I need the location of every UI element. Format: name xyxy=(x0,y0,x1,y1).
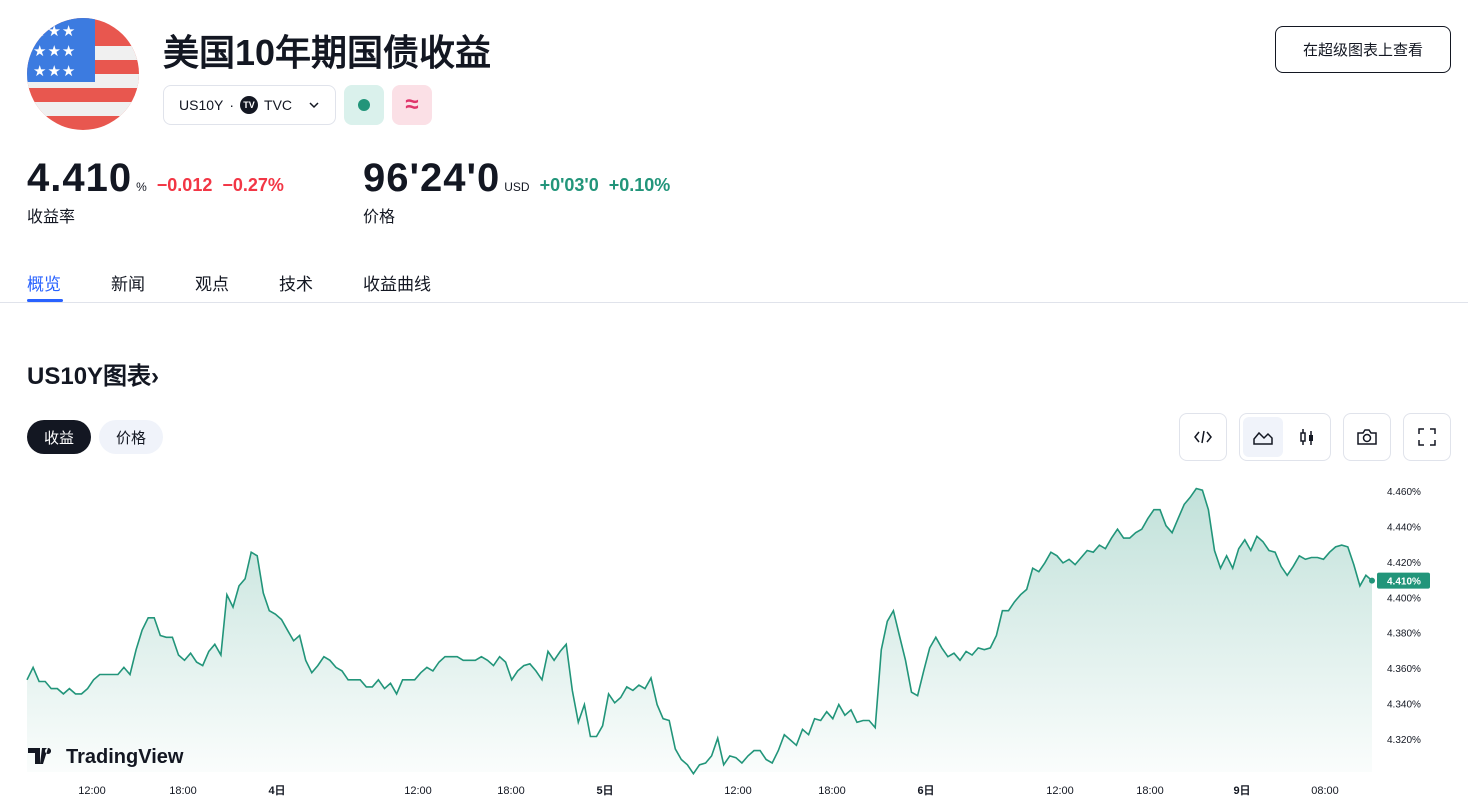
x-tick-label: 12:00 xyxy=(78,785,106,797)
yield-value: 4.410 xyxy=(27,156,133,200)
yield-unit: % xyxy=(136,180,147,194)
tradingview-logo-icon xyxy=(28,748,52,764)
chart-section-title[interactable]: US10Y图表› xyxy=(27,356,159,391)
exchange-logo-icon: TV xyxy=(240,96,259,114)
price-unit: USD xyxy=(504,180,530,194)
approx-icon: ≈ xyxy=(405,91,419,118)
symbol-label: US10Y xyxy=(179,97,224,113)
yield-chart[interactable]: 4.460% 4.440% 4.420% 4.400% 4.380% 4.360% 4.34… xyxy=(0,470,1468,809)
chevron-down-icon xyxy=(309,102,319,109)
tab-technicals[interactable]: 技术 xyxy=(279,275,313,294)
y-tick-label: 4.420% xyxy=(1387,558,1421,569)
candles-button[interactable] xyxy=(1287,417,1327,457)
tab-yield-curve[interactable]: 收益曲线 xyxy=(363,275,431,294)
camera-icon xyxy=(1357,429,1377,445)
watermark-text: TradingView xyxy=(66,746,184,768)
area-fill xyxy=(27,488,1372,774)
tab-news[interactable]: 新闻 xyxy=(111,275,145,294)
candles-icon xyxy=(1300,429,1313,445)
y-tick-label: 4.380% xyxy=(1387,629,1421,640)
chart-type-group xyxy=(1239,413,1331,461)
price-quote: 96'24'0 USD +0'03'0 +0.10% 价格 xyxy=(363,156,670,227)
tab-ideas[interactable]: 观点 xyxy=(195,275,229,294)
area-chart-button[interactable] xyxy=(1243,417,1283,457)
us-flag-icon: ★★★ ★★★ ★★★ xyxy=(27,18,139,130)
tab-overview[interactable]: 概览 xyxy=(27,275,61,294)
yield-change: −0.012 xyxy=(156,175,213,195)
open-supercharts-button[interactable]: 在超级图表上查看 xyxy=(1275,26,1451,73)
price-toggle[interactable]: 价格 xyxy=(99,420,163,454)
x-tick-label: 12:00 xyxy=(404,785,432,797)
yield-change-pct: −0.27% xyxy=(222,175,284,195)
price-value: 96'24'0 xyxy=(363,156,501,200)
embed-button[interactable] xyxy=(1179,413,1227,461)
yield-quote: 4.410 % −0.012 −0.27% 收益率 xyxy=(27,156,284,227)
x-tick-label: 08:00 xyxy=(1311,785,1339,797)
y-tick-label: 4.360% xyxy=(1387,664,1421,675)
price-change-pct: +0.10% xyxy=(608,175,671,195)
dot-icon xyxy=(358,99,370,111)
fullscreen-icon xyxy=(1418,428,1436,446)
x-tick-label: 18:00 xyxy=(497,785,525,797)
last-value-label: 4.410% xyxy=(1387,577,1421,588)
x-tick-label: 18:00 xyxy=(1136,785,1164,797)
delayed-data-badge[interactable]: ≈ xyxy=(392,85,432,125)
price-change: +0'03'0 xyxy=(539,175,599,195)
x-tick-label: 12:00 xyxy=(724,785,752,797)
x-tick-label: 18:00 xyxy=(818,785,846,797)
y-tick-label: 4.400% xyxy=(1387,593,1421,604)
exchange-label: TVC xyxy=(264,97,293,113)
active-tab-indicator xyxy=(27,299,63,302)
tradingview-watermark[interactable]: TradingView xyxy=(28,746,184,768)
x-tick-label: 4日 xyxy=(268,784,285,797)
chart-title-text: US10Y图表 xyxy=(27,363,152,390)
y-tick-label: 4.460% xyxy=(1387,487,1421,498)
x-tick-label: 18:00 xyxy=(169,785,197,797)
y-tick-label: 4.320% xyxy=(1387,735,1421,746)
price-label: 价格 xyxy=(363,209,396,226)
last-point xyxy=(1369,577,1375,584)
snapshot-button[interactable] xyxy=(1343,413,1391,461)
yield-toggle[interactable]: 收益 xyxy=(27,420,91,454)
last-value-tag xyxy=(1377,572,1430,589)
chevron-right-icon: › xyxy=(151,363,160,390)
yield-label: 收益率 xyxy=(27,209,76,226)
yield-line xyxy=(26,487,1373,776)
y-tick-label: 4.340% xyxy=(1387,700,1421,711)
x-tick-label: 12:00 xyxy=(1046,785,1074,797)
divider xyxy=(0,302,1468,303)
x-tick-label: 6日 xyxy=(917,784,934,797)
x-tick-label: 5日 xyxy=(596,784,613,797)
symbol-selector[interactable]: US10Y · TV TVC xyxy=(163,85,336,125)
x-tick-label: 9日 xyxy=(1233,784,1250,797)
page-title: 美国10年期国债收益 xyxy=(163,32,492,73)
area-chart-icon xyxy=(1253,431,1273,445)
y-tick-label: 4.440% xyxy=(1387,522,1421,533)
embed-icon xyxy=(1194,430,1212,444)
separator: · xyxy=(229,97,235,113)
fullscreen-button[interactable] xyxy=(1403,413,1451,461)
market-open-status[interactable] xyxy=(344,85,384,125)
